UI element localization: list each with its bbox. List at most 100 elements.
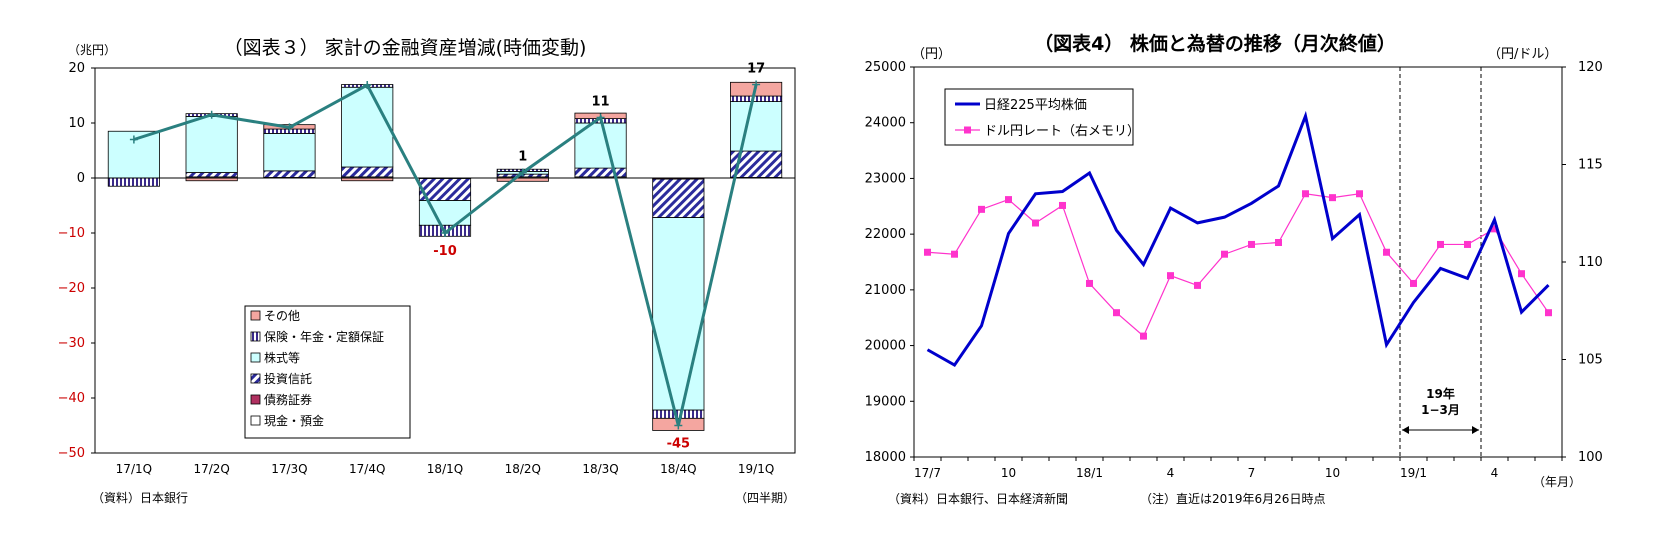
left-total-line <box>129 80 761 430</box>
right-source-note: （資料）日本銀行、日本経済新聞 <box>888 491 1068 506</box>
left-legend-swatch <box>250 331 261 342</box>
left-total-point <box>674 421 683 430</box>
left-total-point <box>518 168 527 177</box>
left-x-ticks: 17/1Q 17/2Q 17/3Q 17/4Q 18/1Q 18/2Q 18/3Q 18/4Q… <box>116 462 775 476</box>
right-lines <box>924 110 1552 368</box>
right-y-tick-label-right: 100 <box>1578 450 1603 465</box>
left-y-tick-label: −10 <box>58 226 85 241</box>
left-bar-segment <box>263 133 316 172</box>
right-fx-point <box>1410 279 1417 287</box>
right-footnote: （注）直近は2019年6月26日時点 <box>1140 491 1325 506</box>
left-bar-segment <box>418 200 472 226</box>
left-x-tick-label: 17/1Q <box>116 462 152 476</box>
right-fx-point <box>1437 240 1444 248</box>
right-y-ticks-right: 120 115 110 105 100 <box>1562 60 1603 465</box>
right-y-tick-label-left: 21000 <box>865 283 906 298</box>
right-y-unit-left: （円） <box>912 47 951 62</box>
right-legend-label: 日経225平均株価 <box>984 98 1087 113</box>
right-y-tick-label-left: 22000 <box>865 227 906 242</box>
left-y-tick-label: 0 <box>77 171 85 186</box>
right-legend-label: ドル円レート（右メモリ） <box>984 124 1140 139</box>
left-bar-segment <box>652 217 705 411</box>
right-annotation-label: 19年 <box>1426 386 1455 401</box>
right-legend-swatch-fx-marker <box>964 126 971 134</box>
right-fx-point <box>1167 272 1174 280</box>
left-bar-segment <box>730 95 783 102</box>
left-total-point <box>363 81 372 90</box>
left-x-tick-label: 19/1Q <box>738 462 774 476</box>
right-fx-point <box>1491 225 1498 233</box>
right-y-ticks-left: 25000 24000 23000 22000 21000 20000 19000 18000 <box>865 60 914 465</box>
left-legend-swatch <box>250 310 261 321</box>
left-chart: （図表３） 家計の金融資産増減(時価変動) （兆円） 20 10 0 −10 −20 −3… <box>58 37 796 505</box>
left-bar-segment <box>107 177 160 187</box>
left-legend-swatch <box>250 373 261 384</box>
left-bar-segment <box>652 409 705 419</box>
right-fx-point <box>1140 332 1147 340</box>
right-legend-box <box>944 88 1134 146</box>
right-fx-point <box>1275 239 1282 246</box>
left-total-point <box>441 229 449 237</box>
left-data-label: 11 <box>592 95 610 110</box>
left-legend-label: その他 <box>264 309 300 323</box>
left-plot-area <box>94 67 796 454</box>
left-x-tick-label: 18/1Q <box>427 462 463 476</box>
left-legend-swatch <box>250 352 261 363</box>
left-legend-swatch <box>250 415 261 426</box>
left-x-tick-label: 18/2Q <box>505 462 541 476</box>
right-x-unit: （年月） <box>1533 475 1581 489</box>
right-y-tick-label-right: 110 <box>1578 255 1603 270</box>
right-fx-point <box>1032 219 1039 227</box>
right-fx-point <box>1005 196 1012 204</box>
left-bar-segment <box>185 172 238 178</box>
right-fx-point <box>1329 194 1336 202</box>
left-x-tick-label: 18/3Q <box>582 462 618 476</box>
right-fx-point <box>1113 309 1120 317</box>
left-y-tick-label: 20 <box>68 61 85 76</box>
right-fx-point <box>1302 190 1309 198</box>
right-fx-point <box>924 248 931 256</box>
left-data-label: 1 <box>518 150 527 165</box>
right-y-tick-label-right: 120 <box>1578 60 1603 75</box>
right-x-tick-label: 18/1 <box>1076 466 1103 480</box>
left-y-tick-label: −20 <box>58 281 85 296</box>
right-chart: （図表4） 株価と為替の推移（月次終値） （円） （円/ドル） 25000 240… <box>865 32 1603 506</box>
left-total-point <box>285 123 294 132</box>
right-fx-point <box>1194 281 1201 289</box>
left-bar-segment <box>574 167 627 178</box>
right-y-tick-label-left: 18000 <box>865 450 906 465</box>
right-x-ticks: 17/7 10 18/1 4 7 10 19/1 4 <box>913 457 1563 480</box>
left-total-point <box>752 80 761 89</box>
left-x-tick-label: 18/4Q <box>660 462 696 476</box>
right-y-unit-right: （円/ドル） <box>1488 47 1557 62</box>
right-fx-point <box>1086 279 1093 287</box>
left-legend-label: 株式等 <box>264 350 300 365</box>
right-x-tick-label: 4 <box>1491 466 1499 480</box>
right-y-tick-label-left: 25000 <box>865 60 906 75</box>
left-legend-label: 債務証券 <box>264 392 312 407</box>
right-x-tick-label: 4 <box>1167 466 1175 480</box>
right-annotation-label: 1−3月 <box>1421 403 1460 417</box>
left-y-tick-label: 10 <box>68 116 85 131</box>
right-x-tick-label: 7 <box>1248 466 1256 480</box>
left-bar-segment <box>263 170 316 178</box>
left-y-tick-label: −30 <box>58 336 85 351</box>
right-fx-point <box>1221 250 1228 258</box>
left-source-note: （資料）日本銀行 <box>92 491 188 505</box>
left-y-tick-label: −40 <box>58 391 85 406</box>
left-x-tick-label: 17/3Q <box>271 462 307 476</box>
right-y-tick-label-left: 24000 <box>865 116 906 131</box>
right-y-tick-label-left: 19000 <box>865 394 906 409</box>
right-fx-point <box>1464 240 1471 248</box>
right-fx-point <box>1059 201 1066 209</box>
right-x-tick-label: 10 <box>1325 466 1340 480</box>
right-fx-point <box>1248 240 1255 248</box>
left-total-point <box>129 135 138 144</box>
right-y-tick-label-left: 23000 <box>865 171 906 186</box>
left-y-ticks: 20 10 0 −10 −20 −30 −40 −50 <box>58 61 95 461</box>
left-chart-title: （図表３） 家計の金融資産増減(時価変動) <box>224 37 587 59</box>
left-legend-label: 投資信託 <box>264 371 312 386</box>
